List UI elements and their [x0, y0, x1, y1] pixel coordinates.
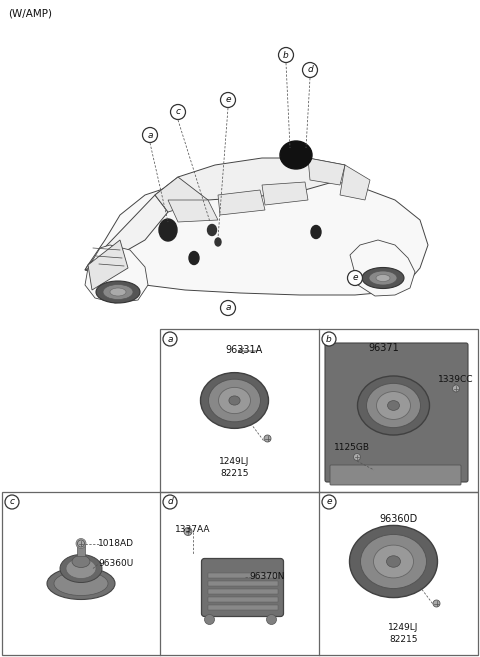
Text: (W/AMP): (W/AMP) — [8, 9, 52, 19]
Text: b: b — [283, 51, 289, 60]
Ellipse shape — [96, 281, 140, 303]
Polygon shape — [85, 195, 168, 270]
Text: 1337AA: 1337AA — [175, 525, 211, 534]
Circle shape — [77, 540, 84, 547]
Ellipse shape — [60, 555, 102, 583]
Text: 82215: 82215 — [220, 470, 249, 478]
Ellipse shape — [72, 556, 90, 568]
Circle shape — [143, 127, 157, 143]
Polygon shape — [85, 176, 428, 295]
Text: 1339CC: 1339CC — [437, 374, 473, 384]
Ellipse shape — [66, 558, 96, 579]
Circle shape — [163, 495, 177, 509]
Circle shape — [322, 495, 336, 509]
Circle shape — [278, 47, 293, 62]
Circle shape — [220, 93, 236, 108]
Ellipse shape — [373, 545, 413, 578]
Circle shape — [170, 104, 185, 120]
Text: a: a — [167, 334, 173, 344]
Text: 96360D: 96360D — [379, 514, 418, 524]
Text: e: e — [225, 95, 231, 104]
Text: c: c — [176, 108, 180, 116]
Text: 1125GB: 1125GB — [334, 443, 370, 452]
Ellipse shape — [311, 225, 321, 238]
Polygon shape — [88, 240, 128, 290]
Text: 1018AD: 1018AD — [98, 539, 134, 548]
Circle shape — [76, 539, 86, 549]
Ellipse shape — [54, 572, 108, 595]
Ellipse shape — [208, 379, 261, 422]
Ellipse shape — [358, 376, 430, 435]
Ellipse shape — [386, 556, 400, 567]
Circle shape — [264, 435, 271, 442]
FancyBboxPatch shape — [330, 465, 461, 485]
Circle shape — [204, 614, 215, 625]
Ellipse shape — [376, 392, 410, 419]
Text: 1249LJ: 1249LJ — [388, 622, 419, 631]
Polygon shape — [218, 190, 265, 215]
FancyBboxPatch shape — [325, 343, 468, 482]
Text: 96371: 96371 — [368, 343, 399, 353]
Polygon shape — [350, 240, 415, 296]
Ellipse shape — [367, 384, 420, 428]
Bar — [207, 604, 277, 610]
Text: e: e — [352, 273, 358, 283]
Ellipse shape — [47, 568, 115, 599]
Ellipse shape — [189, 252, 199, 265]
Circle shape — [184, 528, 192, 535]
Text: 82215: 82215 — [389, 635, 418, 643]
Text: 1249LJ: 1249LJ — [219, 457, 250, 466]
Bar — [160, 329, 478, 492]
Circle shape — [433, 600, 440, 607]
Text: e: e — [326, 497, 332, 507]
Text: a: a — [147, 131, 153, 139]
Bar — [207, 581, 277, 585]
Circle shape — [302, 62, 317, 78]
Bar — [207, 572, 277, 578]
Ellipse shape — [218, 388, 251, 414]
Ellipse shape — [376, 275, 390, 281]
Ellipse shape — [201, 373, 268, 428]
Bar — [207, 589, 277, 593]
Ellipse shape — [110, 288, 126, 296]
Text: a: a — [225, 304, 231, 313]
Ellipse shape — [349, 526, 437, 598]
Ellipse shape — [387, 401, 399, 411]
Circle shape — [266, 614, 276, 625]
Circle shape — [163, 332, 177, 346]
Polygon shape — [340, 165, 370, 200]
Ellipse shape — [207, 225, 216, 235]
Polygon shape — [85, 245, 148, 303]
Bar — [207, 597, 277, 602]
Text: d: d — [167, 497, 173, 507]
Ellipse shape — [369, 271, 397, 285]
Ellipse shape — [103, 284, 133, 300]
Circle shape — [348, 271, 362, 286]
Circle shape — [353, 453, 360, 461]
Ellipse shape — [159, 219, 177, 241]
Ellipse shape — [362, 267, 404, 288]
Circle shape — [453, 385, 459, 392]
Polygon shape — [155, 177, 208, 212]
Bar — [2, 492, 478, 655]
Circle shape — [220, 300, 236, 315]
Circle shape — [5, 495, 19, 509]
Ellipse shape — [280, 141, 312, 169]
Text: b: b — [326, 334, 332, 344]
Polygon shape — [155, 158, 345, 200]
Text: 96370N: 96370N — [250, 572, 285, 581]
Polygon shape — [308, 158, 345, 185]
Text: 96331A: 96331A — [226, 345, 263, 355]
Text: c: c — [10, 497, 14, 507]
FancyBboxPatch shape — [202, 558, 284, 616]
Bar — [77, 543, 85, 556]
Ellipse shape — [360, 534, 427, 589]
Text: d: d — [307, 66, 313, 74]
Ellipse shape — [229, 396, 240, 405]
Text: 96360U: 96360U — [98, 559, 133, 568]
Circle shape — [322, 332, 336, 346]
Polygon shape — [262, 182, 308, 205]
Polygon shape — [168, 200, 218, 222]
Ellipse shape — [215, 238, 221, 246]
